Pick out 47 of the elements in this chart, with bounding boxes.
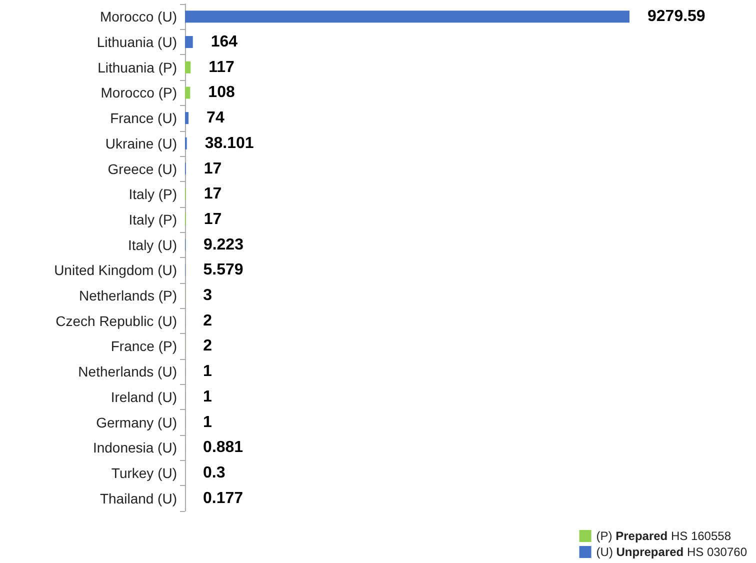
y-tick-label: Italy (U) [128,236,177,253]
y-tick-label: France (P) [110,338,177,354]
y-tick-label: Greece (U) [108,160,177,177]
data-label: 1 [203,388,212,406]
data-label: 38.101 [204,134,254,152]
y-tick-label: Morocco (U) [100,8,177,25]
bar [185,112,189,124]
y-tick-label: Italy (P) [128,186,177,202]
data-label: 9279.59 [647,8,706,26]
data-label: 2 [203,312,212,330]
data-label: 108 [208,84,235,102]
y-tick-label: Czech Republic (U) [56,312,177,329]
data-label: 0.881 [203,439,244,456]
data-label: 117 [208,58,235,76]
data-label: 164 [210,34,238,51]
data-label: 17 [204,160,222,178]
y-tick-label: Thailand (U) [100,490,177,506]
y-tick-label: Ireland (U) [110,388,177,405]
data-label: 9.223 [203,236,244,254]
data-label: 17 [204,186,222,203]
y-tick-label: Ukraine (U) [105,135,177,152]
bar [185,36,193,48]
data-label: 5.579 [203,262,244,279]
bar [185,86,190,99]
y-tick-label: Germany (U) [96,414,177,430]
y-tick-label: Netherlands (P) [78,288,177,304]
data-label: 1 [203,363,212,380]
y-tick-label: Italy (P) [128,211,177,228]
data-label: 3 [203,287,212,304]
y-tick-label: Morocco (P) [100,84,177,101]
bar [185,61,191,74]
y-tick-label: France (U) [110,110,177,126]
data-label: 17 [204,210,222,228]
y-tick-label: Turkey (U) [111,464,177,481]
data-label: 0.3 [203,464,226,482]
data-label: 2 [203,338,212,355]
y-tick-label: Indonesia (U) [92,440,177,456]
legend-label: (U) Unprepared HS 030760 [596,545,748,559]
y-tick-label: Netherlands (U) [78,364,177,380]
y-tick-label: United Kingdom (U) [54,262,177,278]
legend-label: (P) Prepared HS 160558 [596,529,732,543]
data-label: 74 [206,110,224,127]
y-tick-label: Lithuania (P) [98,59,177,76]
y-tick-label: Lithuania (U) [96,34,177,50]
data-label: 1 [203,414,212,431]
bar [185,10,630,23]
data-label: 0.177 [203,490,244,507]
